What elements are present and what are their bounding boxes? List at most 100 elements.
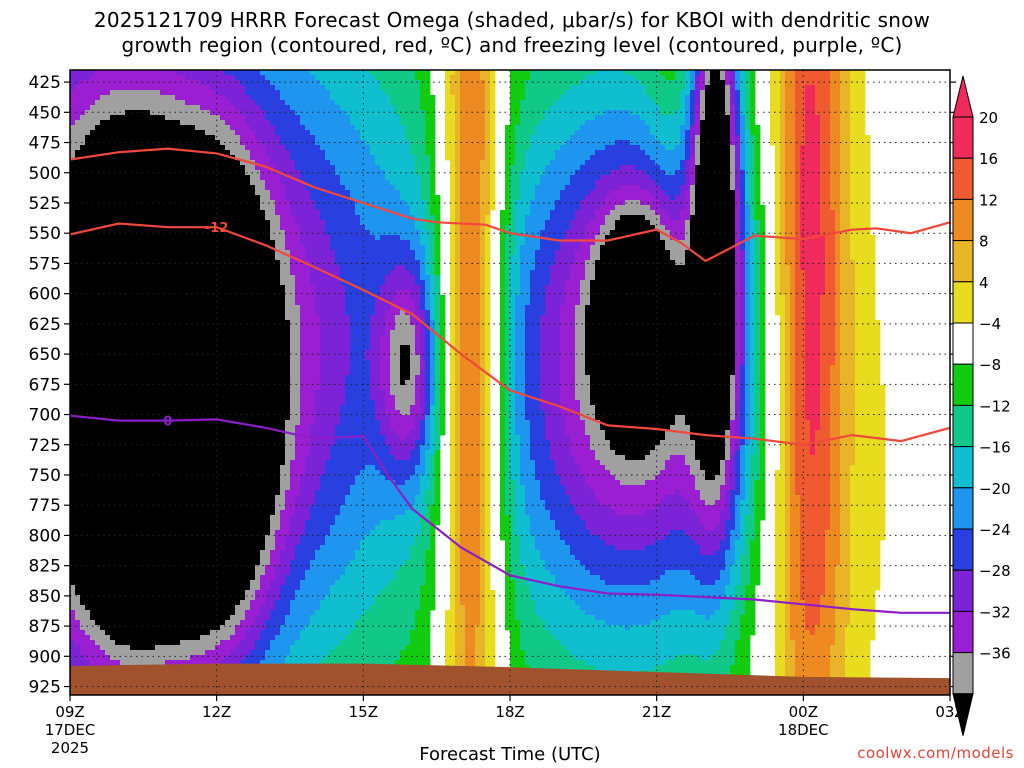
omega-cell — [125, 120, 131, 126]
omega-cell — [110, 410, 116, 416]
omega-cell — [130, 180, 136, 186]
omega-cell — [175, 465, 181, 471]
omega-cell — [160, 330, 166, 336]
omega-cell — [140, 355, 146, 361]
omega-cell — [115, 555, 121, 561]
omega-cell — [150, 95, 156, 101]
omega-cell — [75, 375, 81, 381]
omega-cell — [190, 330, 196, 336]
omega-cell — [155, 560, 161, 566]
omega-cell — [225, 240, 231, 246]
omega-cell — [175, 335, 181, 341]
omega-cell — [120, 360, 126, 366]
omega-cell — [160, 585, 166, 591]
omega-cell — [240, 285, 246, 291]
omega-cell — [210, 325, 216, 331]
omega-cell — [185, 345, 191, 351]
omega-cell — [260, 300, 266, 306]
omega-cell — [225, 190, 231, 196]
omega-cell — [255, 565, 261, 571]
omega-cell — [165, 435, 171, 441]
omega-cell — [240, 380, 246, 386]
omega-cell — [70, 575, 76, 581]
omega-cell — [105, 435, 111, 441]
omega-cell — [100, 440, 106, 446]
omega-cell — [215, 270, 221, 276]
omega-cell — [255, 590, 261, 596]
omega-cell — [155, 300, 161, 306]
omega-cell — [255, 400, 261, 406]
omega-cell — [220, 165, 226, 171]
omega-cell — [225, 510, 231, 516]
omega-cell — [75, 220, 81, 226]
omega-cell — [225, 365, 231, 371]
omega-cell — [140, 640, 146, 646]
omega-cell — [100, 115, 106, 121]
omega-cell — [195, 130, 201, 136]
omega-cell — [200, 125, 206, 131]
omega-cell — [100, 385, 106, 391]
omega-cell — [165, 625, 171, 631]
omega-cell — [130, 75, 136, 81]
omega-cell — [75, 595, 81, 601]
omega-cell — [160, 110, 166, 116]
omega-cell — [85, 350, 91, 356]
omega-cell — [220, 435, 226, 441]
omega-cell — [130, 125, 136, 131]
omega-cell — [210, 445, 216, 451]
omega-cell — [90, 190, 96, 196]
omega-cell — [135, 570, 141, 576]
omega-cell — [260, 190, 266, 196]
omega-cell — [125, 630, 131, 636]
omega-cell — [95, 430, 101, 436]
omega-cell — [230, 275, 236, 281]
omega-cell — [210, 240, 216, 246]
omega-cell — [235, 335, 241, 341]
omega-cell — [240, 190, 246, 196]
omega-cell — [190, 260, 196, 266]
omega-cell — [75, 195, 81, 201]
omega-cell — [85, 425, 91, 431]
omega-cell — [155, 290, 161, 296]
omega-cell — [160, 90, 166, 96]
omega-cell — [75, 645, 81, 651]
omega-cell — [110, 140, 116, 146]
omega-cell — [130, 295, 136, 301]
omega-cell — [140, 505, 146, 511]
omega-cell — [150, 375, 156, 381]
omega-cell — [240, 555, 246, 561]
omega-cell — [225, 270, 231, 276]
omega-cell — [205, 205, 211, 211]
omega-cell — [205, 635, 211, 641]
omega-cell — [205, 545, 211, 551]
omega-cell — [245, 500, 251, 506]
omega-cell — [210, 90, 216, 96]
omega-cell — [245, 175, 251, 181]
omega-cell — [105, 220, 111, 226]
omega-cell — [95, 660, 101, 666]
omega-cell — [160, 555, 166, 561]
omega-cell — [240, 600, 246, 606]
omega-cell — [210, 215, 216, 221]
omega-cell — [155, 255, 161, 261]
omega-cell — [155, 315, 161, 321]
omega-cell — [265, 270, 271, 276]
omega-cell — [115, 340, 121, 346]
omega-cell — [125, 620, 131, 626]
omega-cell — [105, 80, 111, 86]
omega-cell — [110, 500, 116, 506]
omega-cell — [100, 465, 106, 471]
omega-cell — [195, 405, 201, 411]
omega-cell — [70, 200, 76, 206]
omega-cell — [100, 120, 106, 126]
omega-cell — [245, 515, 251, 521]
omega-cell — [175, 350, 181, 356]
omega-cell — [80, 600, 86, 606]
omega-cell — [90, 225, 96, 231]
omega-cell — [155, 610, 161, 616]
omega-cell — [70, 585, 76, 591]
omega-cell — [230, 480, 236, 486]
omega-cell — [190, 445, 196, 451]
omega-cell — [140, 275, 146, 281]
omega-cell — [220, 265, 226, 271]
